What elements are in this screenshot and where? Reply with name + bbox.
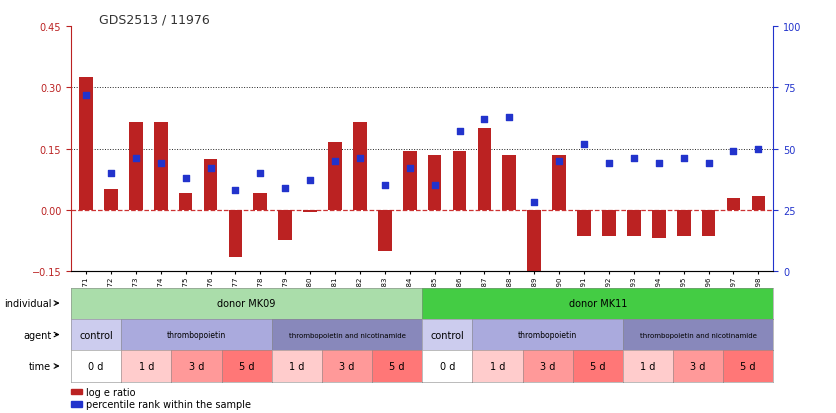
Point bbox=[354, 156, 367, 162]
Point bbox=[179, 175, 192, 182]
Bar bbox=[677, 210, 691, 237]
Point bbox=[602, 161, 615, 167]
Bar bbox=[701, 210, 716, 237]
Point bbox=[726, 148, 740, 155]
Text: agent: agent bbox=[23, 330, 51, 340]
Bar bbox=[452, 151, 466, 210]
Bar bbox=[179, 194, 192, 210]
Text: time: time bbox=[29, 361, 51, 371]
Text: 3 d: 3 d bbox=[540, 361, 555, 371]
Bar bbox=[726, 198, 741, 210]
Text: 5 d: 5 d bbox=[590, 361, 605, 371]
Text: log e ratio: log e ratio bbox=[85, 387, 135, 396]
Point bbox=[652, 161, 665, 167]
Point bbox=[253, 170, 267, 177]
Bar bbox=[228, 210, 242, 257]
Point bbox=[453, 129, 466, 135]
Text: 5 d: 5 d bbox=[239, 361, 254, 371]
Point bbox=[428, 183, 441, 189]
Bar bbox=[204, 159, 217, 210]
Text: percentile rank within the sample: percentile rank within the sample bbox=[85, 399, 251, 409]
Text: GDS2513 / 11976: GDS2513 / 11976 bbox=[99, 14, 210, 27]
Bar bbox=[652, 210, 665, 239]
Text: thrombopoietin and nicotinamide: thrombopoietin and nicotinamide bbox=[288, 332, 405, 338]
Bar bbox=[477, 129, 492, 210]
Point bbox=[528, 199, 541, 206]
Text: 1 d: 1 d bbox=[640, 361, 655, 371]
Point bbox=[104, 170, 118, 177]
Bar bbox=[129, 123, 143, 210]
Text: 5 d: 5 d bbox=[390, 361, 405, 371]
Text: 1 d: 1 d bbox=[490, 361, 505, 371]
Text: thrombopoietin: thrombopoietin bbox=[167, 330, 226, 339]
Bar bbox=[403, 151, 416, 210]
Text: control: control bbox=[431, 330, 464, 340]
Bar bbox=[71, 389, 82, 394]
Bar bbox=[104, 190, 118, 210]
Point bbox=[129, 156, 142, 162]
Point bbox=[329, 158, 342, 165]
Text: 3 d: 3 d bbox=[189, 361, 204, 371]
Bar bbox=[278, 210, 292, 241]
Text: donor MK09: donor MK09 bbox=[217, 298, 276, 309]
Point bbox=[553, 158, 566, 165]
Point bbox=[403, 166, 416, 172]
Bar bbox=[378, 210, 392, 251]
Point bbox=[627, 156, 640, 162]
Bar bbox=[154, 123, 167, 210]
Point bbox=[303, 178, 317, 184]
Bar bbox=[253, 194, 268, 210]
Bar bbox=[329, 143, 342, 210]
Point bbox=[677, 156, 691, 162]
Bar bbox=[303, 210, 317, 212]
Point bbox=[578, 141, 591, 147]
Point bbox=[278, 185, 292, 192]
Text: 0 d: 0 d bbox=[89, 361, 104, 371]
Point bbox=[477, 116, 491, 123]
Text: individual: individual bbox=[3, 298, 51, 309]
Point bbox=[702, 161, 716, 167]
Text: control: control bbox=[79, 330, 113, 340]
Text: 1 d: 1 d bbox=[289, 361, 304, 371]
Point bbox=[502, 114, 516, 121]
Point bbox=[79, 92, 93, 99]
Bar bbox=[553, 155, 566, 210]
Bar bbox=[528, 210, 541, 298]
Point bbox=[154, 161, 167, 167]
Bar bbox=[577, 210, 591, 237]
Point bbox=[378, 183, 391, 189]
Text: 3 d: 3 d bbox=[339, 361, 354, 371]
Text: thrombopoietin and nicotinamide: thrombopoietin and nicotinamide bbox=[640, 332, 757, 338]
Text: thrombopoietin: thrombopoietin bbox=[518, 330, 577, 339]
Point bbox=[229, 188, 242, 194]
Text: 1 d: 1 d bbox=[139, 361, 154, 371]
Point bbox=[204, 166, 217, 172]
Bar bbox=[752, 196, 765, 210]
Bar bbox=[627, 210, 640, 237]
Bar bbox=[79, 78, 93, 210]
Text: 3 d: 3 d bbox=[691, 361, 706, 371]
Text: 0 d: 0 d bbox=[440, 361, 455, 371]
Bar bbox=[428, 155, 441, 210]
Bar bbox=[71, 401, 82, 407]
Bar bbox=[502, 155, 516, 210]
Text: donor MK11: donor MK11 bbox=[568, 298, 627, 309]
Point bbox=[752, 146, 765, 152]
Bar bbox=[602, 210, 616, 237]
Bar bbox=[353, 123, 367, 210]
Text: 5 d: 5 d bbox=[741, 361, 756, 371]
